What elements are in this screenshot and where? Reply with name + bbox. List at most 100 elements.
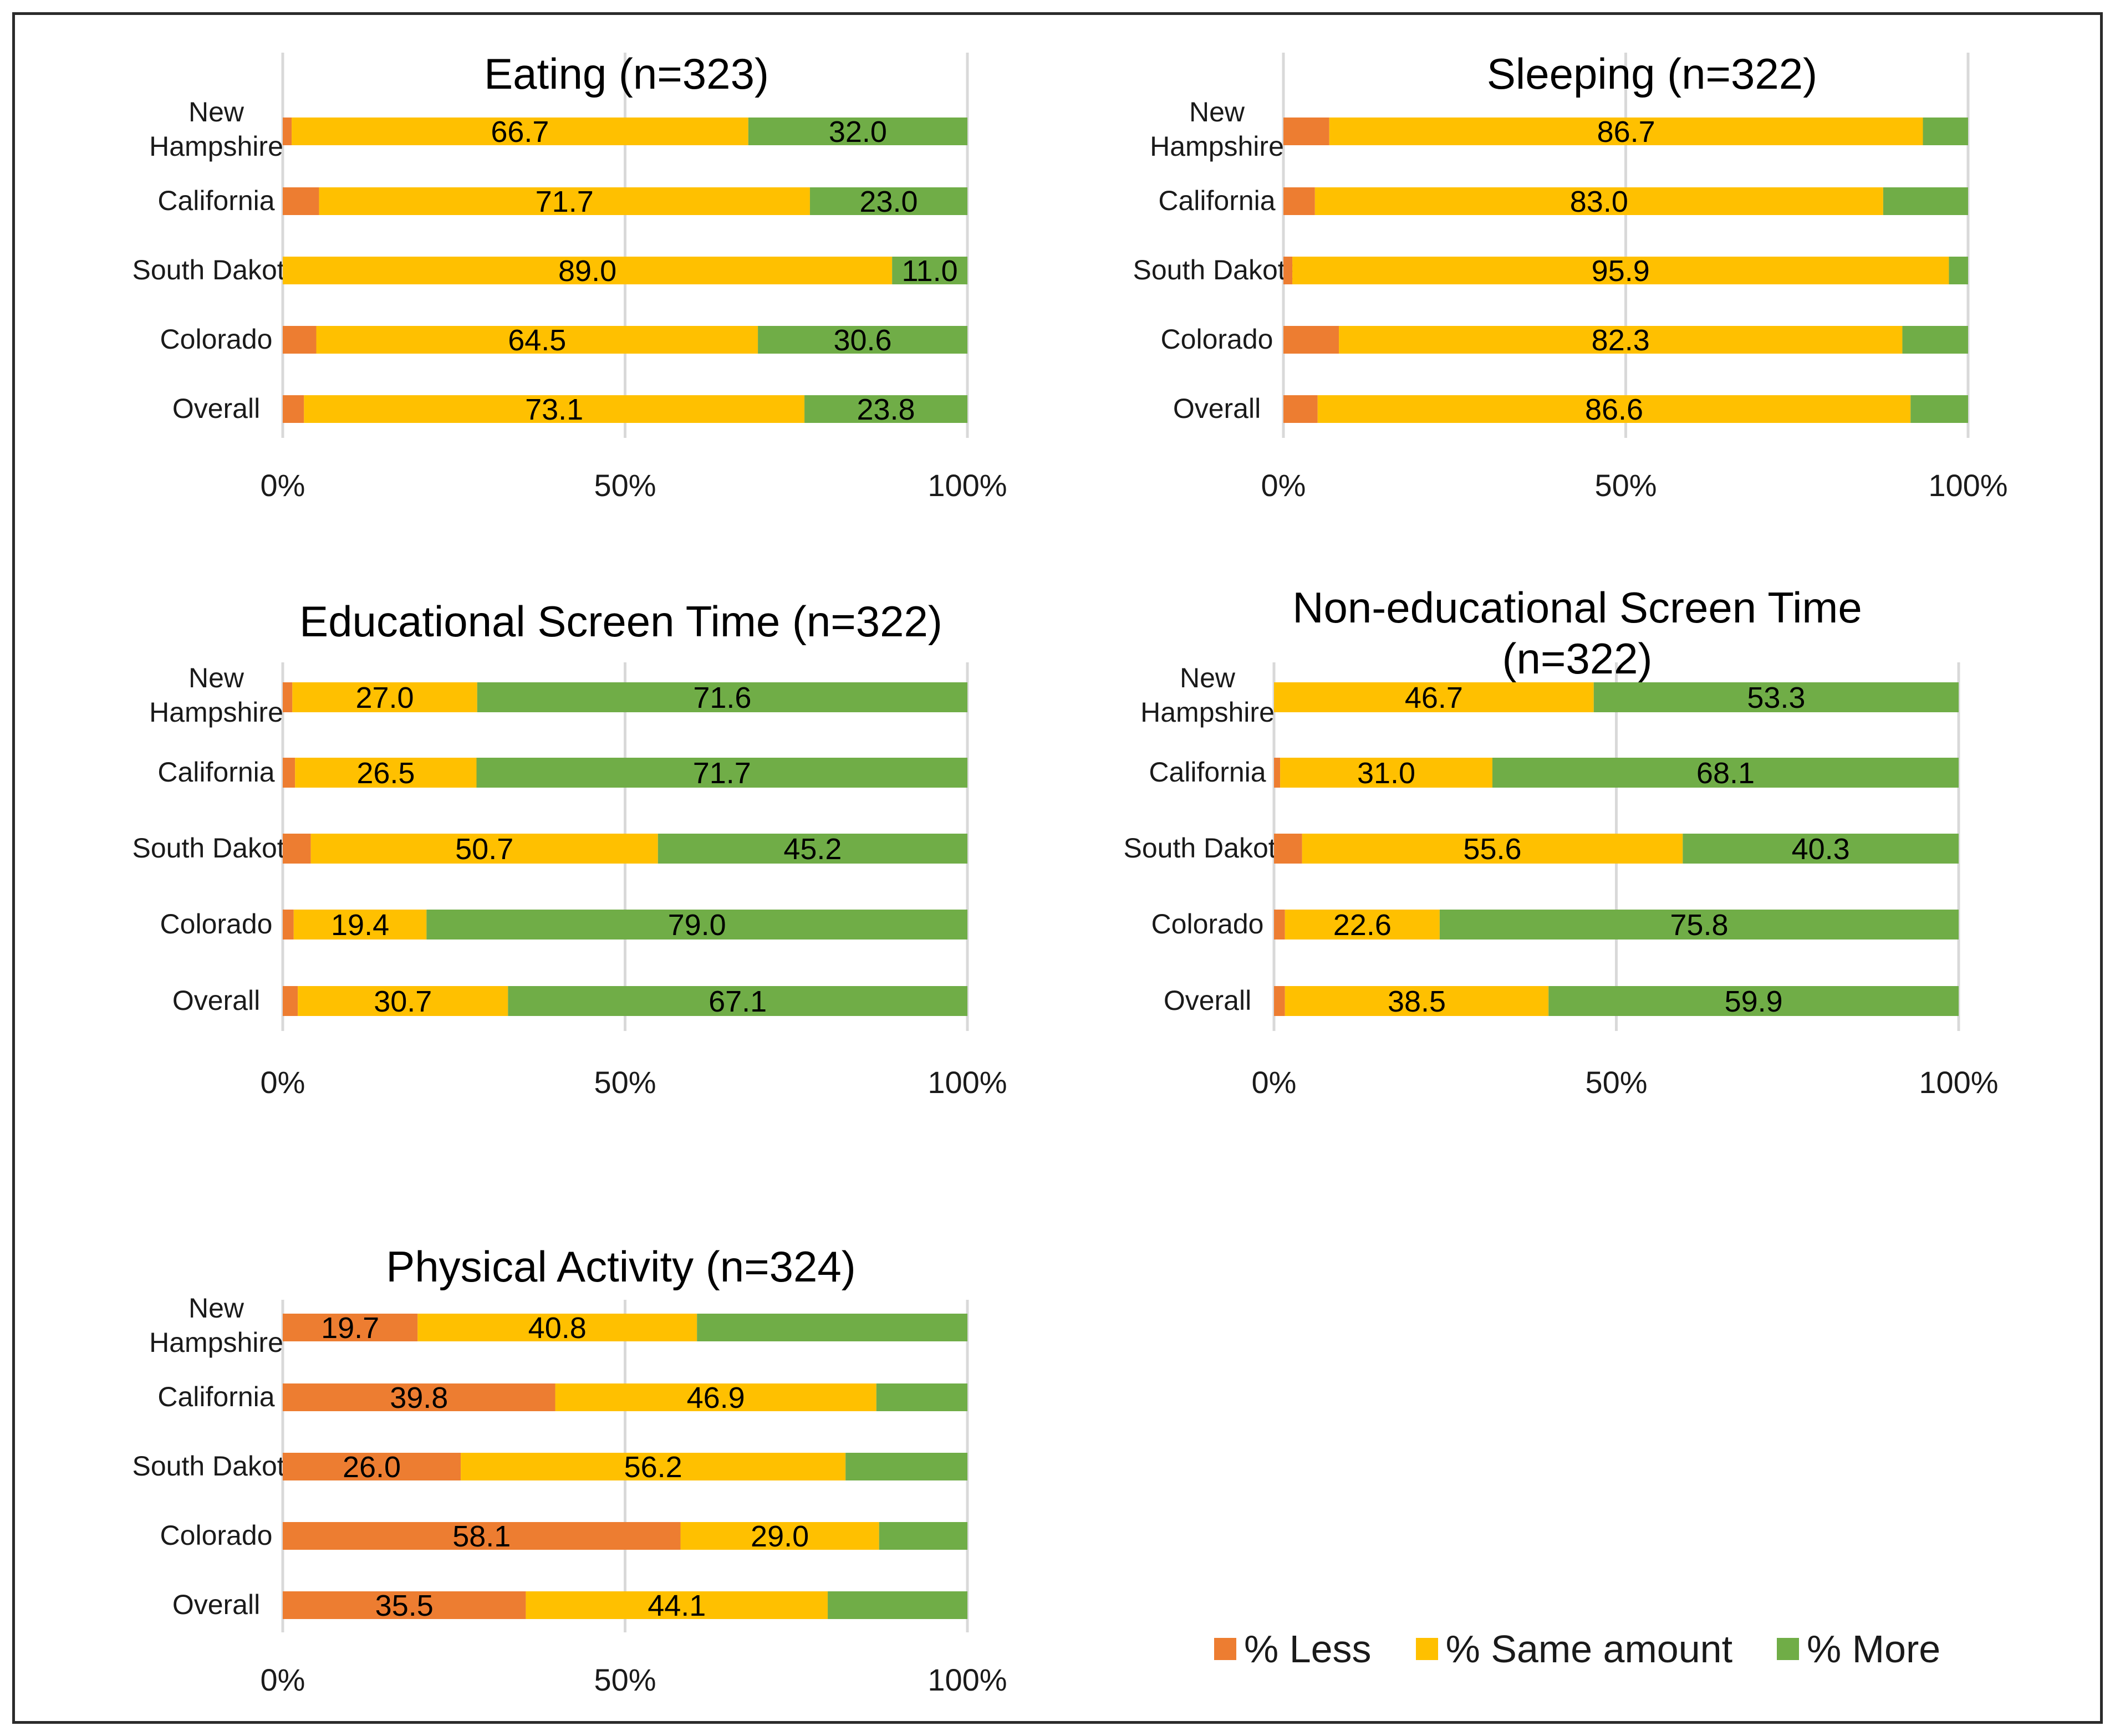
physical-activity-bar-new-hampshire-more xyxy=(697,1314,967,1341)
educational-screen-time-bar-overall-more xyxy=(508,986,967,1016)
sleeping-title: Sleeping (n=322) xyxy=(1487,49,1817,98)
non-educational-screen-time-bar-new-hampshire-same xyxy=(1274,682,1594,712)
educational-screen-time-category-label-new-hampshire-1: New xyxy=(188,662,244,693)
educational-screen-time-data-label-new-hampshire-same: 27.0 xyxy=(355,681,414,714)
educational-screen-time-bar-new-hampshire-more xyxy=(477,682,967,712)
educational-screen-time-bar-california-less xyxy=(283,758,295,788)
eating-category-label-colorado: Colorado xyxy=(160,324,273,355)
non-educational-screen-time-bar-overall-more xyxy=(1548,986,1959,1016)
sleeping-data-label-south-dakota-same: 95.9 xyxy=(1592,254,1650,288)
educational-screen-time-bar-south-dakota-same xyxy=(310,834,658,864)
physical-activity-data-label-overall-same: 44.1 xyxy=(648,1589,706,1622)
non-educational-screen-time-data-label-california-more: 68.1 xyxy=(1696,757,1755,790)
eating-bar-new-hampshire-more xyxy=(748,118,967,145)
non-educational-screen-time-bar-overall-less xyxy=(1274,986,1285,1016)
eating-data-label-california-same: 71.7 xyxy=(536,185,594,218)
sleeping-data-label-new-hampshire-same: 86.7 xyxy=(1597,115,1655,149)
educational-screen-time-x-tick-0: 0% xyxy=(261,1065,305,1100)
eating-bar-new-hampshire-less xyxy=(283,118,292,145)
physical-activity-bar-south-dakota-more xyxy=(845,1453,967,1480)
sleeping-x-tick-2: 100% xyxy=(1928,468,2007,503)
legend-label-less: % Less xyxy=(1244,1627,1372,1671)
eating-bar-overall-less xyxy=(283,395,304,423)
non-educational-screen-time-category-label-california: California xyxy=(1149,757,1266,788)
eating-bar-california-less xyxy=(283,187,319,215)
educational-screen-time-data-label-overall-same: 30.7 xyxy=(374,985,432,1018)
physical-activity-category-label-new-hampshire-1: New xyxy=(188,1293,244,1324)
eating-category-label-overall: Overall xyxy=(172,393,260,424)
eating-category-label-new-hampshire-2: Hampshire xyxy=(149,131,283,162)
non-educational-screen-time-data-label-california-same: 31.0 xyxy=(1357,757,1415,790)
eating-bar-overall-more xyxy=(804,395,967,423)
physical-activity-data-label-south-dakota-less: 26.0 xyxy=(343,1451,401,1484)
sleeping-category-label-california: California xyxy=(1158,185,1275,216)
educational-screen-time-category-label-overall: Overall xyxy=(172,985,260,1016)
educational-screen-time-bar-california-same xyxy=(295,758,477,788)
sleeping-bar-colorado-same xyxy=(1339,326,1903,354)
non-educational-screen-time-data-label-overall-more: 59.9 xyxy=(1725,985,1783,1018)
eating-data-label-south-dakota-same: 89.0 xyxy=(558,254,616,288)
non-educational-screen-time-bar-colorado-less xyxy=(1274,910,1285,940)
legend: % Less % Same amount % More xyxy=(1214,1627,1940,1671)
educational-screen-time-category-label-colorado: Colorado xyxy=(160,908,273,940)
sleeping-category-label-new-hampshire-2: Hampshire xyxy=(1150,131,1284,162)
non-educational-screen-time-data-label-overall-same: 38.5 xyxy=(1388,985,1446,1018)
non-educational-screen-time-bar-california-same xyxy=(1280,758,1492,788)
educational-screen-time-data-label-california-more: 71.7 xyxy=(693,757,751,790)
physical-activity-bar-overall-less xyxy=(283,1591,526,1619)
non-educational-screen-time-bar-colorado-same xyxy=(1285,910,1440,940)
sleeping-bar-colorado-less xyxy=(1283,326,1339,354)
eating-bar-south-dakota-same xyxy=(283,257,893,284)
eating-bar-colorado-same xyxy=(316,326,758,354)
non-educational-screen-time-title-line1: Non-educational Screen Time xyxy=(1292,583,1862,632)
non-educational-screen-time-bar-california-more xyxy=(1492,758,1959,788)
educational-screen-time-category-label-south-dakota: South Dakota xyxy=(132,833,300,864)
educational-screen-time-bar-california-more xyxy=(476,758,967,788)
educational-screen-time-data-label-colorado-more: 79.0 xyxy=(668,908,726,942)
non-educational-screen-time-bar-california-less xyxy=(1274,758,1281,788)
non-educational-screen-time-category-label-new-hampshire-2: Hampshire xyxy=(1140,697,1275,728)
educational-screen-time-bar-overall-same xyxy=(298,986,508,1016)
legend-item-more: % More xyxy=(1777,1627,1940,1671)
sleeping-bar-south-dakota-more xyxy=(1949,257,1968,284)
eating-data-label-colorado-more: 30.6 xyxy=(833,324,891,357)
eating-title: Eating (n=323) xyxy=(484,49,769,98)
non-educational-screen-time-title-line2: (n=322) xyxy=(1502,634,1652,683)
legend-swatch-same xyxy=(1415,1638,1438,1660)
eating-data-label-overall-more: 23.8 xyxy=(857,393,915,426)
non-educational-screen-time-x-tick-2: 100% xyxy=(1919,1065,1998,1100)
physical-activity-category-label-new-hampshire-2: Hampshire xyxy=(149,1327,283,1358)
eating-x-tick-1: 50% xyxy=(594,468,656,503)
physical-activity-title: Physical Activity (n=324) xyxy=(386,1242,856,1291)
educational-screen-time-bar-new-hampshire-same xyxy=(292,682,477,712)
physical-activity-data-label-colorado-same: 29.0 xyxy=(751,1520,809,1553)
figure-frame xyxy=(12,12,2103,1724)
sleeping-category-label-south-dakota: South Dakota xyxy=(1133,254,1301,285)
non-educational-screen-time-data-label-south-dakota-more: 40.3 xyxy=(1792,833,1850,866)
eating-data-label-overall-same: 73.1 xyxy=(525,393,583,426)
educational-screen-time-data-label-overall-more: 67.1 xyxy=(709,985,767,1018)
eating-category-label-california: California xyxy=(157,185,274,216)
non-educational-screen-time-data-label-new-hampshire-more: 53.3 xyxy=(1747,681,1805,714)
educational-screen-time-bar-colorado-more xyxy=(426,910,967,940)
educational-screen-time-bar-south-dakota-less xyxy=(283,834,311,864)
sleeping-data-label-colorado-same: 82.3 xyxy=(1592,324,1650,357)
educational-screen-time-category-label-california: California xyxy=(157,757,274,788)
sleeping-category-label-overall: Overall xyxy=(1173,393,1261,424)
physical-activity-bar-colorado-same xyxy=(680,1522,879,1550)
physical-activity-data-label-new-hampshire-less: 19.7 xyxy=(321,1311,379,1345)
physical-activity-data-label-new-hampshire-same: 40.8 xyxy=(528,1311,587,1345)
eating-bar-overall-same xyxy=(304,395,805,423)
physical-activity-data-label-california-same: 46.9 xyxy=(687,1381,745,1415)
educational-screen-time-x-tick-2: 100% xyxy=(927,1065,1007,1100)
educational-screen-time-data-label-south-dakota-same: 50.7 xyxy=(455,833,513,866)
educational-screen-time-data-label-new-hampshire-more: 71.6 xyxy=(693,681,751,714)
sleeping-bar-new-hampshire-less xyxy=(1283,118,1329,145)
physical-activity-data-label-overall-less: 35.5 xyxy=(375,1589,434,1622)
physical-activity-bar-south-dakota-less xyxy=(283,1453,461,1480)
eating-x-tick-2: 100% xyxy=(927,468,1007,503)
non-educational-screen-time-bar-colorado-more xyxy=(1439,910,1959,940)
sleeping-x-tick-1: 50% xyxy=(1594,468,1657,503)
physical-activity-data-label-colorado-less: 58.1 xyxy=(452,1520,511,1553)
legend-item-same: % Same amount xyxy=(1415,1627,1732,1671)
